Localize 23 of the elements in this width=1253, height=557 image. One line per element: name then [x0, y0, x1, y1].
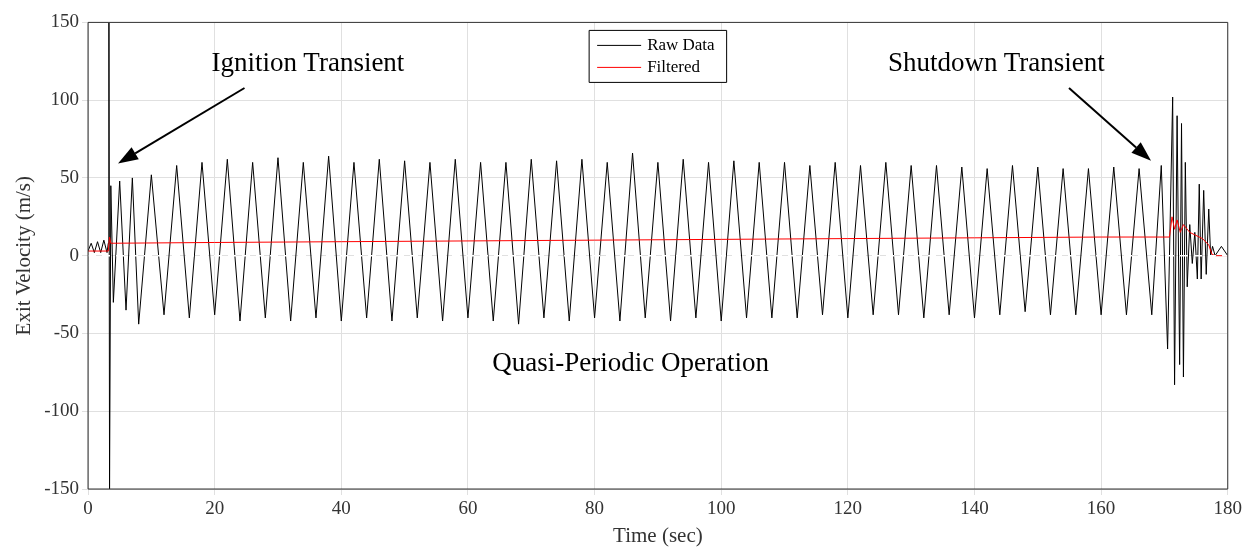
x-tick-label: 60 — [458, 497, 478, 519]
x-tick-label: 100 — [706, 497, 736, 519]
annotation: Shutdown Transient — [887, 47, 1106, 78]
x-tick-label: 140 — [960, 497, 989, 519]
y-tick-label: 0 — [69, 243, 80, 265]
y-tick-label: -150 — [44, 476, 80, 498]
legend-label: Raw Data — [647, 34, 716, 54]
y-tick-label: 150 — [50, 10, 80, 32]
y-tick-label: 50 — [60, 165, 80, 187]
legend-label: Filtered — [647, 56, 701, 76]
y-tick-label: 100 — [50, 88, 80, 110]
y-tick-label: -100 — [44, 399, 80, 421]
x-tick-label: 40 — [331, 497, 351, 519]
y-tick-label: -50 — [53, 321, 80, 343]
annotation: Ignition Transient — [211, 47, 405, 78]
annotation: Quasi-Periodic Operation — [492, 347, 770, 378]
y-axis-title: Exit Velocity (m/s) — [11, 175, 36, 336]
x-tick-label: 80 — [585, 497, 605, 519]
x-axis-title: Time (sec) — [613, 522, 703, 547]
x-tick-label: 180 — [1213, 497, 1242, 519]
x-tick-label: 20 — [205, 497, 225, 519]
x-tick-label: 160 — [1086, 497, 1116, 519]
x-tick-label: 120 — [833, 497, 863, 519]
